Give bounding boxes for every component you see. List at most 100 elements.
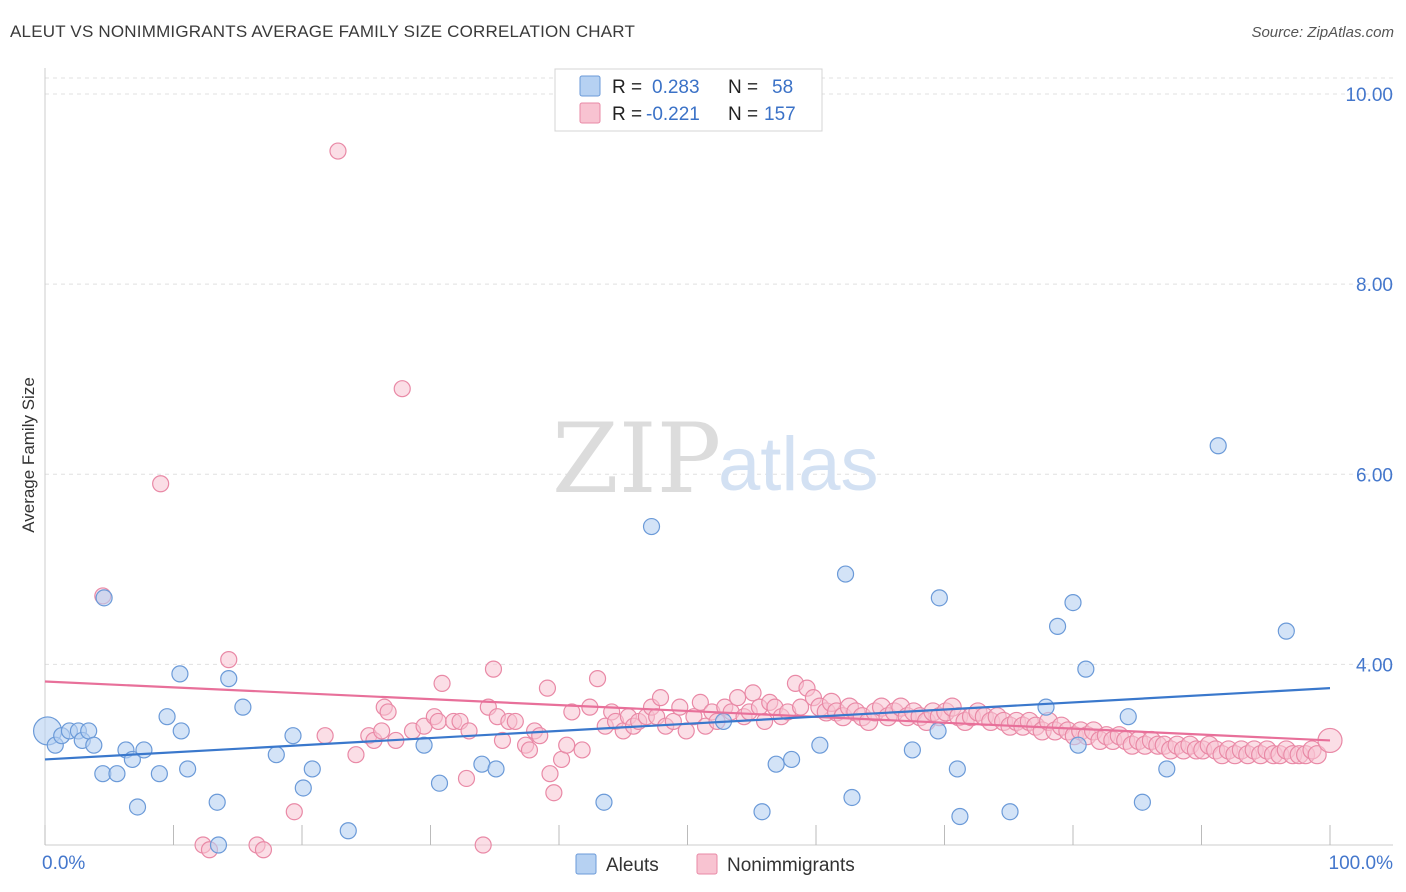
nonimmigrants-point (538, 679, 557, 697)
aleuts-point (843, 788, 861, 807)
nonimmigrants-point (744, 684, 762, 702)
aleuts-point (85, 736, 103, 754)
aleuts-point (415, 736, 433, 754)
nonimmigrants-point (685, 708, 703, 726)
y-tick-label: 8.00 (1356, 275, 1393, 296)
aleuts-point (80, 722, 98, 740)
nonimmigrants-point (152, 475, 170, 493)
nonimmigrants-point (329, 142, 347, 160)
nonimmigrants-point (254, 841, 273, 859)
aleuts-point (753, 803, 771, 821)
legend-n-label: N = (728, 77, 758, 98)
nonimmigrants-point (541, 765, 559, 783)
nonimmigrants-point (347, 746, 365, 764)
legend-n-value: 157 (764, 104, 796, 125)
aleuts-point (430, 774, 449, 792)
aleuts-point (1277, 622, 1295, 640)
aleuts-point (836, 565, 855, 583)
aleuts-point (1158, 760, 1176, 778)
legend-swatch-aleuts (579, 75, 601, 97)
nonimmigrants-point (316, 727, 334, 745)
legend-n-label: N = (728, 104, 758, 125)
nonimmigrants-point (484, 660, 503, 678)
watermark: ZIP atlas (552, 403, 879, 515)
aleuts-point (1133, 793, 1151, 811)
y-tick-label: 10.00 (1345, 85, 1393, 106)
legend-n-value: 58 (772, 77, 793, 98)
nonimmigrants-point (677, 722, 695, 740)
x-tick-label-min: 0.0% (42, 853, 85, 874)
nonimmigrants-point (729, 689, 747, 707)
nonimmigrants-point (433, 674, 451, 692)
nonimmigrants-point (457, 769, 476, 788)
source-label: Source: ZipAtlas.com (1251, 24, 1394, 41)
aleuts-point (234, 698, 252, 716)
nonimmigrants-trend-line (44, 680, 1331, 742)
aleuts-point (294, 779, 312, 797)
nonimmigrants-point (1307, 745, 1327, 765)
aleuts-point (1064, 593, 1082, 612)
trend-lines (44, 680, 1331, 761)
aleuts-point (108, 765, 126, 783)
aleuts-point (179, 760, 197, 778)
bottom-legend-swatch-aleuts (575, 853, 597, 875)
y-axis-label: Average Family Size (19, 377, 38, 533)
aleuts-point (303, 760, 321, 778)
nonimmigrants-point (563, 703, 581, 721)
aleuts-point (1209, 437, 1227, 455)
aleuts-point (948, 760, 966, 778)
nonimmigrants-point (520, 741, 539, 759)
aleuts-point (135, 741, 153, 759)
aleuts-point (1069, 736, 1087, 754)
aleuts-point (1048, 617, 1067, 635)
aleuts-points (32, 437, 1295, 854)
nonimmigrants-point (651, 689, 670, 707)
nonimmigrants-point (506, 712, 524, 731)
aleuts-point (284, 727, 302, 745)
aleuts-point (220, 670, 238, 688)
aleuts-point (1119, 708, 1137, 726)
legend-r-value: 0.283 (652, 77, 700, 98)
bottom-legend: Aleuts Nonimmigrants (575, 853, 855, 876)
aleuts-point (782, 750, 801, 769)
nonimmigrants-point (671, 698, 689, 716)
nonimmigrants-point (429, 712, 447, 731)
nonimmigrants-point (285, 803, 303, 821)
legend-r-label: R = (612, 77, 642, 98)
legend: R = 0.283 N = 58 R = -0.221 N = 157 (554, 68, 823, 132)
x-tick-labels: 0.0% 100.0% (42, 853, 1393, 874)
legend-r-label: R = (612, 104, 642, 125)
aleuts-point (172, 722, 190, 740)
aleuts-point (951, 807, 969, 826)
y-tick-labels: 4.00 6.00 8.00 10.00 (1345, 85, 1393, 676)
aleuts-point (158, 708, 176, 726)
nonimmigrants-point (552, 750, 571, 769)
bottom-legend-swatch-nonimmigrants (696, 853, 718, 875)
nonimmigrants-point (493, 731, 512, 750)
aleuts-point (1037, 698, 1055, 716)
nonimmigrants-point (573, 741, 591, 759)
nonimmigrants-point (588, 670, 607, 688)
nonimmigrants-point (545, 784, 563, 802)
aleuts-point (767, 755, 785, 773)
aleuts-point (339, 822, 357, 840)
aleuts-point (811, 736, 829, 754)
watermark-zip: ZIP (552, 403, 721, 515)
aleuts-point (1077, 660, 1095, 678)
y-tick-label: 6.00 (1356, 465, 1393, 486)
nonimmigrants-point (558, 736, 576, 754)
aleuts-point (95, 589, 113, 607)
aleuts-point (1001, 803, 1019, 821)
x-tick-label-max: 100.0% (1329, 853, 1394, 874)
nonimmigrants-point (531, 727, 549, 745)
aleuts-point (929, 722, 947, 740)
aleuts-trend-line (44, 687, 1331, 761)
chart-title: ALEUT VS NONIMMIGRANTS AVERAGE FAMILY SI… (10, 22, 636, 41)
aleuts-point (208, 793, 226, 811)
nonimmigrants-point (379, 703, 397, 721)
aleuts-point (150, 765, 168, 783)
nonimmigrants-point (474, 836, 492, 854)
bottom-legend-label-aleuts: Aleuts (606, 855, 659, 876)
aleuts-point (487, 760, 505, 778)
